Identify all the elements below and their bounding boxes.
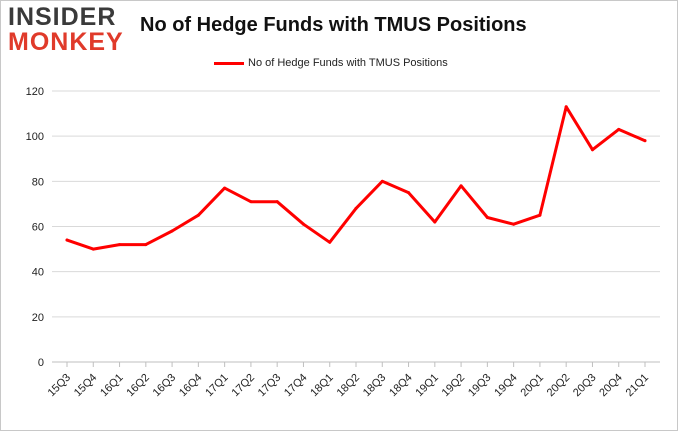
x-tick-label: 20Q3	[571, 372, 599, 400]
y-tick-label: 0	[38, 357, 44, 369]
data-point	[407, 191, 411, 195]
data-point	[301, 222, 305, 226]
insider-monkey-logo: INSIDER MONKEY	[8, 4, 130, 56]
data-point	[459, 184, 463, 188]
logo-line-2: MONKEY	[8, 28, 124, 56]
y-tick-label: 80	[32, 176, 44, 188]
y-tick-label: 120	[26, 86, 44, 98]
data-point	[512, 222, 516, 226]
x-tick-label: 20Q2	[545, 372, 573, 400]
x-tick-label: 19Q3	[466, 372, 494, 400]
x-tick-label: 18Q3	[361, 372, 389, 400]
data-point	[144, 243, 148, 247]
legend-swatch	[214, 61, 244, 65]
x-tick-label: 17Q3	[256, 372, 284, 400]
data-point	[354, 206, 358, 210]
data-point	[328, 240, 332, 244]
x-tick-label: 19Q1	[413, 372, 441, 400]
y-tick-label: 40	[32, 267, 44, 279]
data-point	[223, 186, 227, 190]
x-tick-label: 15Q3	[46, 372, 74, 400]
legend-label: No of Hedge Funds with TMUS Positions	[248, 57, 448, 69]
data-point	[617, 127, 621, 131]
x-tick-label: 19Q2	[440, 372, 468, 400]
x-tick-label: 18Q4	[387, 372, 415, 400]
data-point	[170, 229, 174, 233]
x-tick-label: 17Q2	[230, 372, 258, 400]
x-tick-label: 16Q3	[151, 372, 179, 400]
y-tick-label: 20	[32, 312, 44, 324]
data-point	[249, 200, 253, 204]
y-tick-label: 60	[32, 222, 44, 234]
x-tick-label: 17Q4	[282, 372, 310, 400]
data-point	[590, 148, 594, 152]
data-point	[196, 213, 200, 217]
x-tick-label: 18Q1	[308, 372, 336, 400]
x-tick-label: 20Q4	[597, 372, 625, 400]
x-tick-label: 18Q2	[335, 372, 363, 400]
series-line	[65, 105, 647, 251]
data-point	[91, 247, 95, 251]
data-point	[380, 179, 384, 183]
data-point	[433, 220, 437, 224]
x-tick-label: 21Q1	[624, 372, 652, 400]
data-point	[564, 105, 568, 109]
chart-legend: No of Hedge Funds with TMUS Positions	[214, 56, 448, 70]
x-tick-label: 16Q1	[98, 372, 126, 400]
data-point	[485, 215, 489, 219]
x-tick-label: 15Q4	[72, 372, 100, 400]
logo-line-1: INSIDER	[8, 3, 117, 31]
x-tick-label: 20Q1	[519, 372, 547, 400]
y-tick-label: 100	[26, 131, 44, 143]
data-point	[65, 238, 69, 242]
data-point	[275, 200, 279, 204]
x-tick-label: 17Q1	[203, 372, 231, 400]
x-tick-label: 19Q4	[492, 372, 520, 400]
chart-title: No of Hedge Funds with TMUS Positions	[140, 14, 527, 36]
x-tick-label: 16Q2	[124, 372, 152, 400]
data-point	[538, 213, 542, 217]
data-point	[118, 243, 122, 247]
x-tick-label: 16Q4	[177, 372, 205, 400]
data-point	[643, 139, 647, 143]
